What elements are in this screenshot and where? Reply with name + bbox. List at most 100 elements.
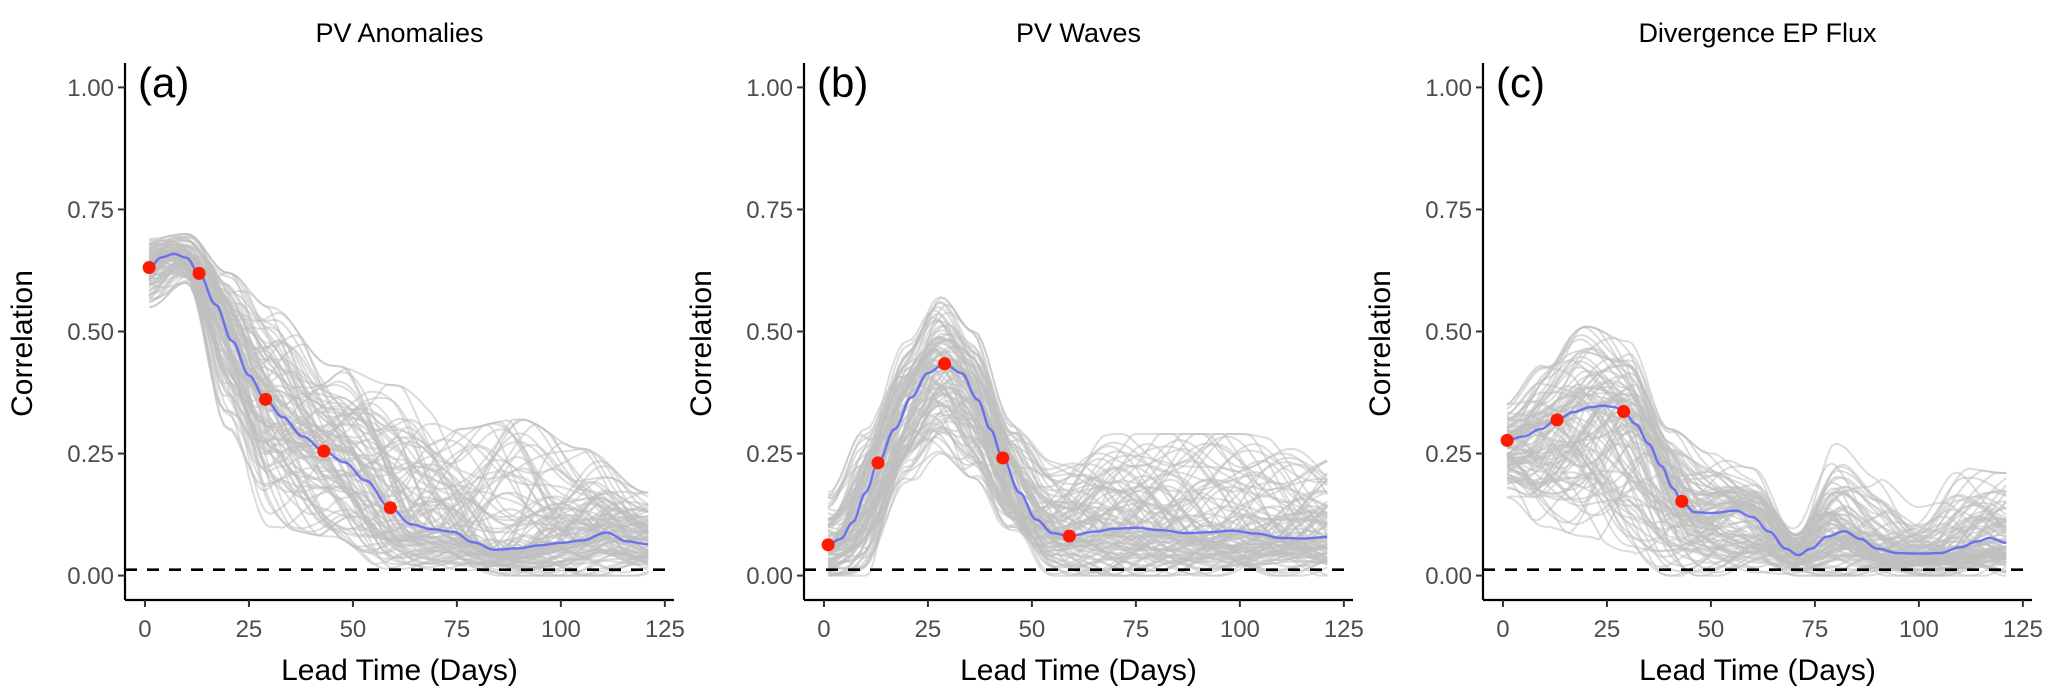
y-tick-label: 1.00 (1425, 75, 1472, 102)
x-tick-label: 0 (1496, 616, 1509, 643)
ensemble-member-line (1506, 412, 2007, 573)
x-axis-label: Lead Time (Days) (1639, 654, 1876, 687)
x-tick-label: 25 (236, 616, 263, 643)
y-ticks: 0.00 0.25 0.50 0.75 1.00 (67, 75, 125, 590)
ensemble-member-line (1506, 385, 2007, 559)
x-tick-label: 25 (915, 616, 942, 643)
y-tick-label: 0.00 (746, 563, 793, 590)
x-tick-label: 125 (1324, 616, 1364, 643)
ensemble-lines (148, 232, 649, 577)
y-axis-label: Correlation (1364, 270, 1397, 417)
x-tick-label: 100 (1899, 616, 1939, 643)
mean-line (827, 362, 1328, 546)
highlight-points (142, 261, 397, 515)
x-tick-label: 0 (817, 616, 830, 643)
y-axis-label: Correlation (685, 270, 718, 417)
ensemble-member-line (1506, 355, 2007, 565)
ensemble-member-line (827, 428, 1328, 577)
x-tick-label: 100 (1220, 616, 1260, 643)
y-tick-label: 0.75 (746, 197, 793, 224)
ensemble-member-line (148, 232, 649, 552)
panel-title: PV Anomalies (315, 18, 483, 48)
panel-label: (c) (1496, 59, 1545, 106)
ensemble-member-line (827, 319, 1328, 547)
ensemble-member-line (148, 243, 649, 560)
highlight-point (871, 456, 885, 470)
ensemble-lines (827, 296, 1329, 577)
ensemble-member-line (148, 243, 649, 543)
y-tick-label: 0.25 (1425, 441, 1472, 468)
ensemble-member-line (149, 261, 649, 572)
x-axis-label: Lead Time (Days) (281, 654, 518, 687)
ensemble-lines (1506, 325, 2008, 577)
panel-title: PV Waves (1016, 18, 1141, 48)
highlight-point (996, 451, 1010, 465)
y-tick-label: 1.00 (746, 75, 793, 102)
panel-title: Divergence EP Flux (1638, 18, 1877, 48)
highlight-point (259, 392, 273, 406)
x-tick-label: 100 (541, 616, 581, 643)
ensemble-member-line (828, 324, 1328, 548)
highlight-point (821, 538, 835, 552)
ensemble-member-line (148, 260, 649, 577)
ensemble-member-line (827, 296, 1328, 531)
highlight-point (1500, 433, 1514, 447)
ensemble-member-line (1506, 443, 2007, 576)
y-tick-label: 0.75 (67, 197, 114, 224)
x-ticks: 0 25 50 75 100 125 (1496, 600, 2043, 643)
ensemble-member-line (827, 320, 1328, 545)
y-ticks: 0.00 0.25 0.50 0.75 1.00 (746, 75, 804, 590)
x-tick-label: 0 (138, 616, 151, 643)
x-tick-label: 125 (645, 616, 685, 643)
highlight-point (938, 357, 952, 371)
y-axis-label: Correlation (6, 270, 39, 417)
x-tick-label: 50 (1698, 616, 1725, 643)
y-tick-label: 0.00 (67, 563, 114, 590)
highlight-point (142, 261, 156, 275)
x-axis-label: Lead Time (Days) (960, 654, 1197, 687)
highlight-point (1062, 529, 1076, 543)
y-tick-label: 0.50 (746, 319, 793, 346)
x-tick-label: 50 (340, 616, 367, 643)
ensemble-member-line (827, 358, 1328, 553)
ensemble-member-line (827, 338, 1328, 539)
ensemble-member-line (148, 235, 649, 550)
y-tick-label: 0.50 (67, 319, 114, 346)
ensemble-member-line (827, 383, 1328, 571)
ensemble-member-line (148, 250, 649, 552)
highlight-point (383, 501, 397, 515)
panel-label: (b) (817, 59, 868, 106)
x-tick-label: 75 (1123, 616, 1150, 643)
ensemble-member-line (148, 253, 649, 566)
ensemble-member-line (827, 335, 1328, 544)
x-tick-label: 25 (1594, 616, 1621, 643)
y-tick-label: 0.75 (1425, 197, 1472, 224)
panel-pv-anomalies: PV Anomalies 0.00 0.25 0.50 0.75 1.00 0 25 50 7… (6, 18, 685, 687)
x-tick-label: 75 (1802, 616, 1829, 643)
ensemble-member-line (1506, 394, 2007, 559)
ensemble-member-line (828, 402, 1328, 577)
mean-line (148, 252, 649, 551)
panel-pv-waves: PV Waves 0.00 0.25 0.50 0.75 1.00 0 25 50 75 100… (685, 18, 1364, 687)
highlight-point (1550, 413, 1564, 427)
ensemble-member-line (828, 413, 1328, 565)
highlight-point (192, 266, 206, 280)
highlight-point (317, 444, 331, 458)
y-tick-label: 0.25 (67, 441, 114, 468)
x-tick-label: 125 (2003, 616, 2043, 643)
highlight-points (821, 357, 1076, 552)
x-ticks: 0 25 50 75 100 125 (138, 600, 685, 643)
ensemble-member-line (148, 248, 649, 552)
mean-line (1506, 404, 2007, 557)
ensemble-member-line (1507, 408, 2007, 564)
panel-label: (a) (138, 59, 189, 106)
x-tick-label: 50 (1019, 616, 1046, 643)
ensemble-member-line (1507, 469, 2007, 574)
y-tick-label: 0.50 (1425, 319, 1472, 346)
x-ticks: 0 25 50 75 100 125 (817, 600, 1364, 643)
ensemble-member-line (827, 368, 1328, 577)
panel-divergence-ep-flux: Divergence EP Flux 0.000.250.500.751.00 … (1364, 18, 2043, 687)
y-ticks: 0.00 0.25 0.50 0.75 1.00 (1425, 75, 1483, 590)
highlight-point (1675, 494, 1689, 508)
y-tick-label: 0.00 (1425, 563, 1472, 590)
